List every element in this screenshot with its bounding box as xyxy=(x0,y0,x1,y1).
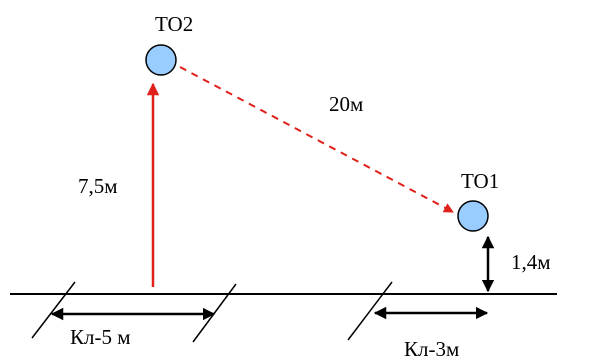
cable-tick-left-1 xyxy=(31,281,76,339)
cable-kl3-label: Кл-3м xyxy=(404,337,459,361)
cable-kl5-label: Кл-5 м xyxy=(70,325,131,349)
cable-tick-right-1 xyxy=(347,281,393,341)
node-to1-label: ТО1 xyxy=(461,169,499,193)
node-to2-label: ТО2 xyxy=(155,12,193,36)
height-to1-label: 1,4м xyxy=(511,250,551,274)
distance-label: 20м xyxy=(329,92,363,116)
node-to1 xyxy=(457,200,489,232)
height-to2-label: 7,5м xyxy=(78,174,118,198)
distance-arrow-to2-to1 xyxy=(179,66,454,213)
node-to2 xyxy=(145,44,177,76)
